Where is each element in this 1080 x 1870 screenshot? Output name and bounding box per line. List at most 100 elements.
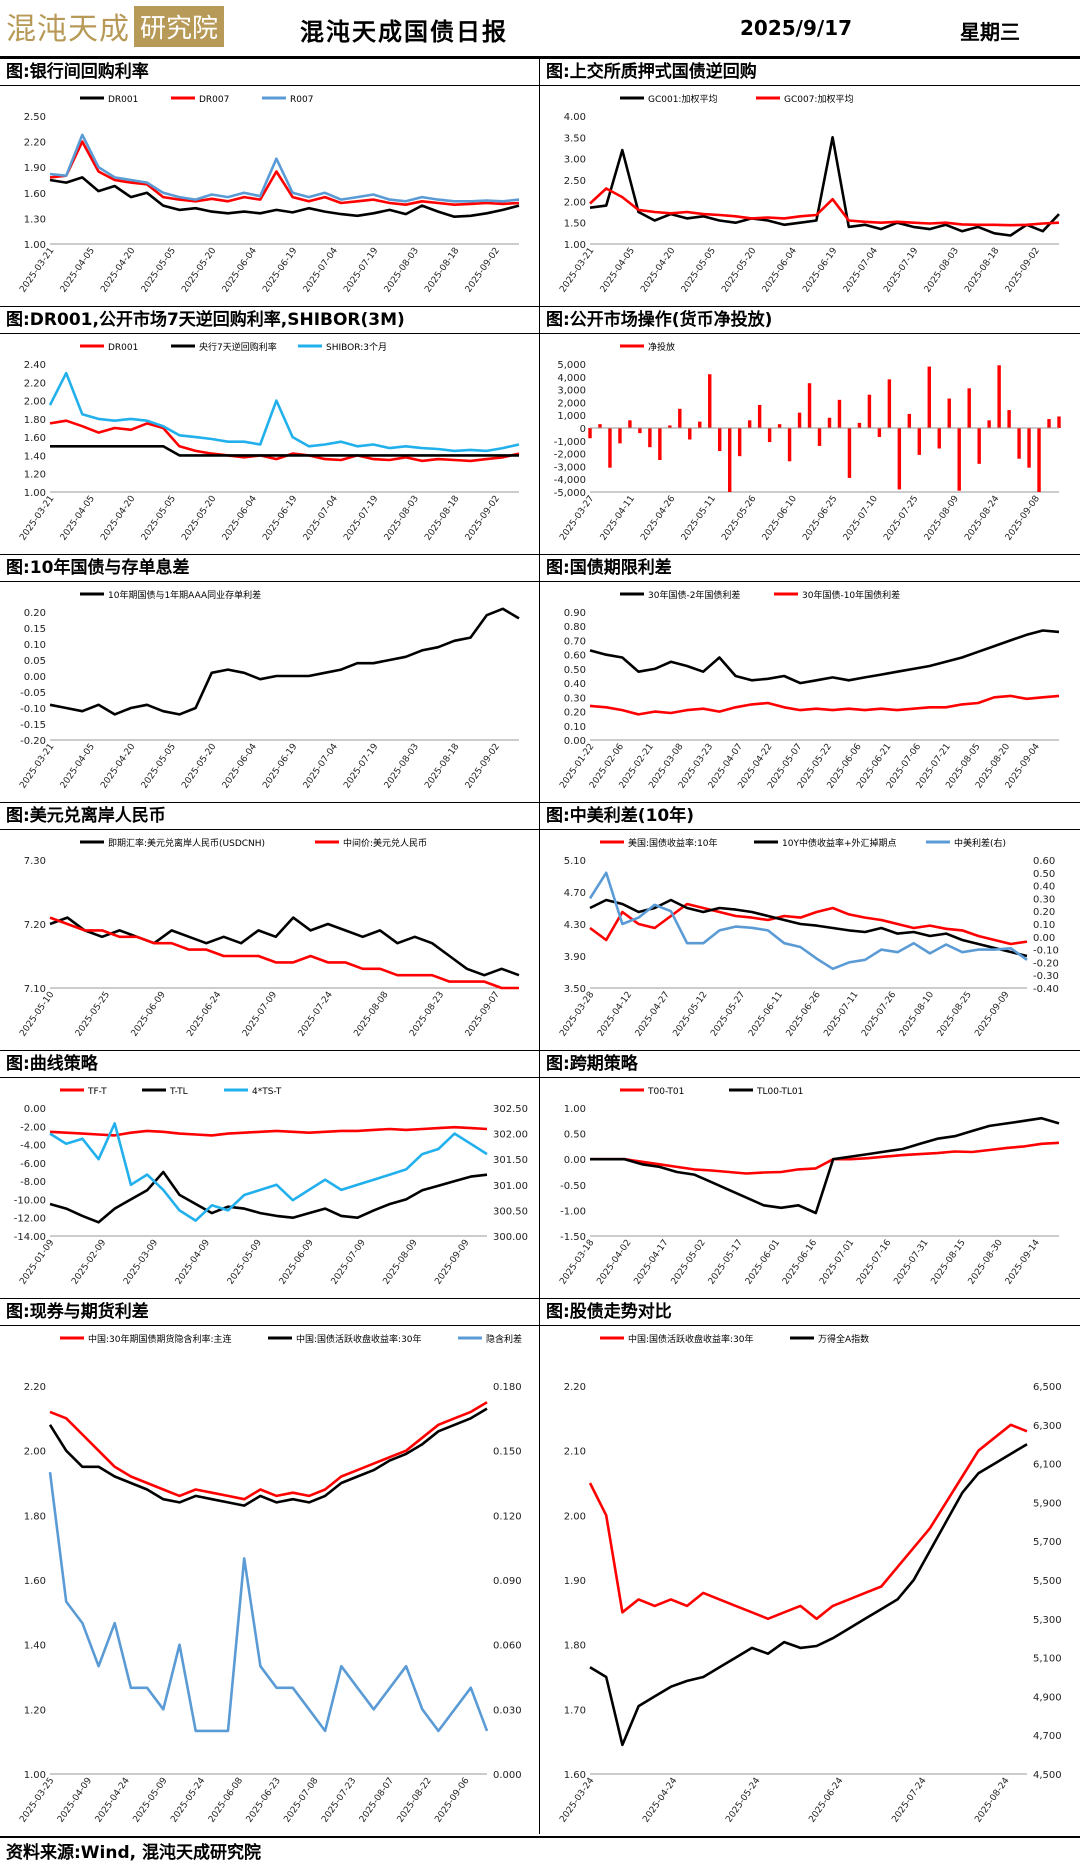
x-tick-label: 2025-07-25 <box>882 494 920 543</box>
y-tick-label: 1.00 <box>564 240 586 251</box>
legend-entry: 净投放 <box>620 341 675 353</box>
x-tick-label: 2025-06-04 <box>761 246 799 295</box>
y-tick-label: 1,000 <box>557 411 586 422</box>
y-tick-label: -0.50 <box>560 1181 586 1192</box>
bar <box>708 374 712 428</box>
bar <box>787 428 792 462</box>
series-line <box>49 1170 488 1224</box>
chart-panel-c4: 图:公开市场操作(货币净投放) 净投放 -5,000 -4,000 -3,000 -2,0… <box>540 306 1080 554</box>
y2-tick-label: 0.40 <box>1033 882 1055 893</box>
report-weekday: 星期三 <box>960 20 1020 44</box>
series-line <box>49 140 520 206</box>
legend-label: 隐含利差 <box>486 1333 522 1345</box>
series-line <box>589 1443 1028 1747</box>
logo-tag: 研究院 <box>134 5 225 47</box>
y-tick-label: 1.80 <box>564 1641 586 1652</box>
y-tick-label: 1.40 <box>24 1641 46 1652</box>
x-tick-label: 2025-05-20 <box>180 494 218 543</box>
x-tick-label: 2025-03-21 <box>18 742 56 791</box>
legend-label: 中国:国债活跃收盘收益率:30年 <box>296 1333 422 1345</box>
y-tick-label: 1.90 <box>564 1576 586 1587</box>
legend-label: GC007:加权平均 <box>784 93 853 105</box>
x-tick-label: 2025-06-04 <box>221 494 259 543</box>
bar <box>658 428 662 460</box>
y2-tick-label: 300.50 <box>493 1206 528 1217</box>
chart-svg: T00-T01 TL00-TL01 -1.50 -1.00 -0.50 0.00 0.50 1… <box>558 1087 1060 1287</box>
legend-entry: 中美利差(右) <box>926 837 1006 849</box>
legend-entry: T-TL <box>142 1087 188 1097</box>
legend-entry: DR007 <box>171 95 229 105</box>
x-tick-label: 2025-04-11 <box>599 494 637 543</box>
bar <box>1047 419 1051 428</box>
y-tick-label: 0.00 <box>564 736 586 747</box>
bar <box>927 366 931 428</box>
series-line <box>589 629 1060 685</box>
y-tick-label: 1.00 <box>24 240 46 251</box>
report-header: 混沌天成 研究院 混沌天成国债日报 2025/9/17 星期三 <box>0 0 1080 58</box>
legend-label: GC001:加权平均 <box>648 93 717 105</box>
x-tick-label: 2025-08-07 <box>358 1776 396 1825</box>
legend-entry: TF-T <box>60 1087 107 1097</box>
bar <box>1017 428 1021 459</box>
y2-tick-label: 0.000 <box>493 1770 522 1781</box>
x-tick-label: 2025-09-06 <box>433 1776 471 1825</box>
y2-tick-label: 0.180 <box>493 1382 522 1393</box>
x-tick-label: 2025-08-15 <box>930 1238 968 1287</box>
chart-title: 图:上交所质押式国债逆回购 <box>540 58 1080 86</box>
y-tick-label: 0.00 <box>24 672 46 683</box>
y-tick-label: -10.00 <box>14 1195 46 1206</box>
y2-tick-label: 0.120 <box>493 1511 522 1522</box>
x-tick-label: 2025-05-17 <box>707 1238 745 1287</box>
bar <box>638 428 642 434</box>
x-tick-label: 2025-08-23 <box>408 990 446 1039</box>
y-tick-label: 0.20 <box>564 708 586 719</box>
x-tick-label: 2025-06-26 <box>785 990 823 1039</box>
y2-tick-label: 301.00 <box>493 1181 528 1192</box>
y2-tick-label: 0.090 <box>493 1576 522 1587</box>
x-tick-label: 2025-04-20 <box>99 742 137 791</box>
bar <box>877 428 882 437</box>
x-tick-label: 2025-07-04 <box>302 246 340 295</box>
y-tick-label: -0.05 <box>20 688 46 699</box>
legend-label: 万得全A指数 <box>818 1333 869 1345</box>
y-tick-label: 1.20 <box>24 470 46 481</box>
logo-text: 混沌天成 <box>6 12 130 47</box>
series-line <box>589 694 1060 716</box>
x-tick-label: 2025-03-25 <box>18 1776 56 1825</box>
x-tick-label: 2025-07-04 <box>842 246 880 295</box>
x-tick-label: 2025-06-09 <box>130 990 168 1039</box>
y-tick-label: 1.50 <box>564 219 586 230</box>
chart-svg: 中国:30年期国债期货隐含利率:主连 中国:国债活跃收盘收益率:30年 隐含利差 1.… <box>18 1333 522 1825</box>
x-tick-label: 2025-09-02 <box>464 494 502 543</box>
x-tick-label: 2025-08-08 <box>352 990 390 1039</box>
y-tick-label: 3.00 <box>564 155 586 166</box>
bar <box>608 428 612 468</box>
x-tick-label: 2025-06-01 <box>744 1238 782 1287</box>
bar <box>807 383 812 428</box>
x-tick-label: 2025-07-10 <box>842 494 880 543</box>
y2-tick-label: 5,100 <box>1033 1654 1062 1665</box>
y2-tick-label: 0.30 <box>1033 894 1055 905</box>
y-tick-label: 0.15 <box>24 624 46 635</box>
x-tick-label: 2025-05-27 <box>709 990 747 1039</box>
bar <box>997 365 1001 428</box>
x-tick-label: 2025-07-08 <box>282 1776 320 1825</box>
x-tick-label: 2025-05-02 <box>670 1238 708 1287</box>
y2-tick-label: 0.030 <box>493 1705 522 1716</box>
x-tick-label: 2025-03-09 <box>122 1238 160 1287</box>
bar <box>737 428 742 457</box>
chart-panel-c7: 图:美元兑离岸人民币 即期汇率:美元兑离岸人民币(USDCNH) 中间价:美元兑人民… <box>0 802 540 1050</box>
x-tick-label: 2025-08-25 <box>936 990 974 1039</box>
y-tick-label: 0.10 <box>564 722 586 733</box>
x-tick-label: 2025-04-24 <box>94 1776 132 1825</box>
x-tick-label: 2025-06-09 <box>278 1238 316 1287</box>
bar <box>757 404 762 428</box>
y-tick-label: 1.70 <box>564 1705 586 1716</box>
y-tick-label: 1.60 <box>24 189 46 200</box>
legend-entry: 央行7天逆回购利率 <box>171 341 277 353</box>
x-tick-label: 2025-06-08 <box>207 1776 245 1825</box>
x-tick-label: 2025-05-20 <box>180 742 218 791</box>
y2-tick-label: 4,900 <box>1033 1692 1062 1703</box>
y-tick-label: 0.50 <box>564 665 586 676</box>
y-tick-label: -0.15 <box>20 720 46 731</box>
